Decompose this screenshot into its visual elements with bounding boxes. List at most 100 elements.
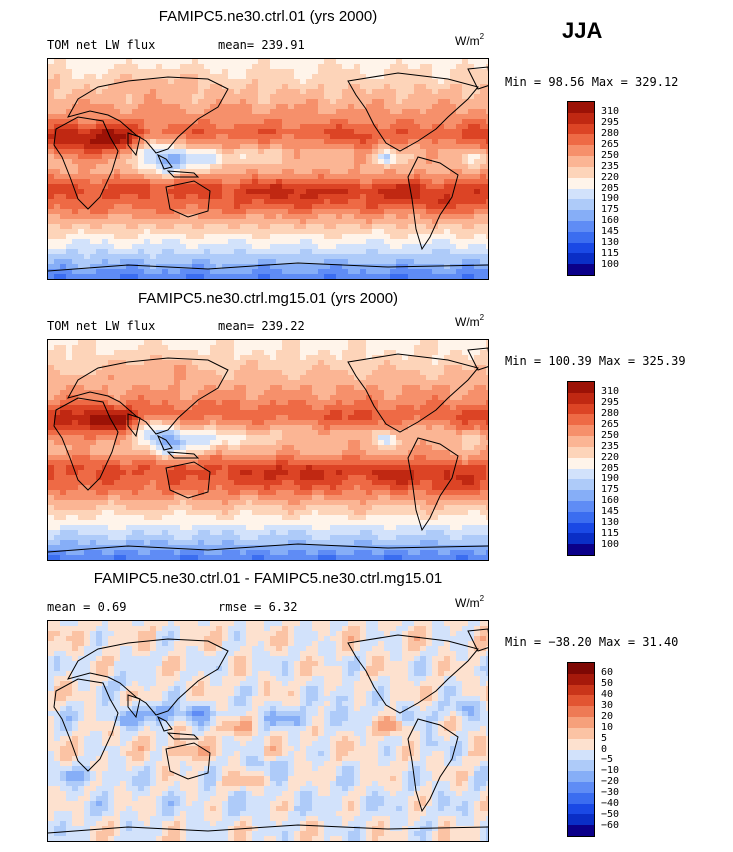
field-cell bbox=[258, 380, 265, 386]
field-cell bbox=[54, 204, 61, 210]
field-cell bbox=[168, 244, 175, 250]
field-cell bbox=[72, 149, 79, 155]
field-cell bbox=[162, 440, 169, 446]
field-cell bbox=[258, 204, 265, 210]
field-cell bbox=[348, 119, 355, 125]
field-cell bbox=[360, 360, 367, 366]
field-cell bbox=[480, 340, 487, 346]
field-cell bbox=[180, 385, 187, 391]
field-cell bbox=[318, 84, 325, 90]
field-cell bbox=[300, 229, 307, 235]
field-cell bbox=[414, 184, 421, 190]
field-cell bbox=[240, 159, 247, 165]
field-cell bbox=[432, 425, 439, 431]
field-cell bbox=[198, 365, 205, 371]
field-cell bbox=[288, 134, 295, 140]
field-cell bbox=[348, 395, 355, 401]
field-cell bbox=[270, 415, 277, 421]
field-cell bbox=[450, 435, 457, 441]
field-cell bbox=[396, 435, 403, 441]
field-cell bbox=[72, 420, 79, 426]
field-cell bbox=[72, 59, 79, 65]
field-cell bbox=[198, 174, 205, 180]
field-cell bbox=[450, 214, 457, 220]
field-cell bbox=[432, 74, 439, 80]
field-cell bbox=[150, 144, 157, 150]
field-cell bbox=[444, 340, 451, 346]
field-cell bbox=[408, 234, 415, 240]
field-cell bbox=[150, 189, 157, 195]
field-cell bbox=[408, 144, 415, 150]
field-cell bbox=[210, 385, 217, 391]
field-cell bbox=[474, 435, 481, 441]
field-cell bbox=[240, 164, 247, 170]
field-cell bbox=[216, 244, 223, 250]
field-cell bbox=[342, 134, 349, 140]
field-cell bbox=[186, 355, 193, 361]
field-cell bbox=[228, 244, 235, 250]
field-cell bbox=[180, 189, 187, 195]
field-cell bbox=[318, 264, 325, 270]
field-cell bbox=[348, 355, 355, 361]
field-cell bbox=[426, 59, 433, 65]
field-cell bbox=[264, 139, 271, 145]
field-cell bbox=[306, 239, 313, 245]
field-cell bbox=[204, 345, 211, 351]
field-cell bbox=[132, 430, 139, 436]
field-cell bbox=[78, 360, 85, 366]
field-cell bbox=[432, 249, 439, 255]
field-cell bbox=[96, 239, 103, 245]
field-cell bbox=[222, 89, 229, 95]
field-cell bbox=[126, 204, 133, 210]
field-cell bbox=[222, 109, 229, 115]
field-cell bbox=[444, 114, 451, 120]
field-cell bbox=[150, 259, 157, 265]
field-cell bbox=[348, 224, 355, 230]
field-cell bbox=[48, 79, 55, 85]
field-cell bbox=[120, 405, 127, 411]
field-cell bbox=[60, 164, 67, 170]
field-cell bbox=[156, 209, 163, 215]
field-cell bbox=[258, 214, 265, 220]
field-cell bbox=[270, 89, 277, 95]
field-cell bbox=[378, 59, 385, 65]
field-cell bbox=[414, 94, 421, 100]
field-cell bbox=[450, 395, 457, 401]
field-cell bbox=[102, 229, 109, 235]
field-cell bbox=[462, 345, 469, 351]
field-cell bbox=[414, 144, 421, 150]
field-cell bbox=[354, 370, 361, 376]
field-cell bbox=[450, 440, 457, 446]
field-cell bbox=[324, 239, 331, 245]
field-cell bbox=[102, 239, 109, 245]
field-cell bbox=[216, 59, 223, 65]
field-cell bbox=[420, 144, 427, 150]
field-cell bbox=[66, 440, 73, 446]
field-cell bbox=[48, 139, 55, 145]
field-cell bbox=[204, 430, 211, 436]
field-cell bbox=[240, 204, 247, 210]
field-cell bbox=[288, 189, 295, 195]
field-cell bbox=[402, 89, 409, 95]
field-cell bbox=[330, 154, 337, 160]
field-cell bbox=[72, 144, 79, 150]
field-cell bbox=[384, 209, 391, 215]
field-cell bbox=[252, 164, 259, 170]
field-cell bbox=[384, 64, 391, 70]
field-cell bbox=[66, 375, 73, 381]
field-cell bbox=[222, 425, 229, 431]
field-cell bbox=[426, 254, 433, 260]
field-cell bbox=[168, 109, 175, 115]
field-cell bbox=[78, 390, 85, 396]
field-cell bbox=[132, 129, 139, 135]
field-cell bbox=[240, 79, 247, 85]
field-cell bbox=[300, 189, 307, 195]
field-cell bbox=[486, 350, 488, 356]
field-cell bbox=[318, 89, 325, 95]
field-cell bbox=[204, 89, 211, 95]
field-cell bbox=[330, 390, 337, 396]
field-cell bbox=[114, 435, 121, 441]
field-cell bbox=[132, 340, 139, 346]
field-cell bbox=[96, 109, 103, 115]
field-cell bbox=[126, 410, 133, 416]
